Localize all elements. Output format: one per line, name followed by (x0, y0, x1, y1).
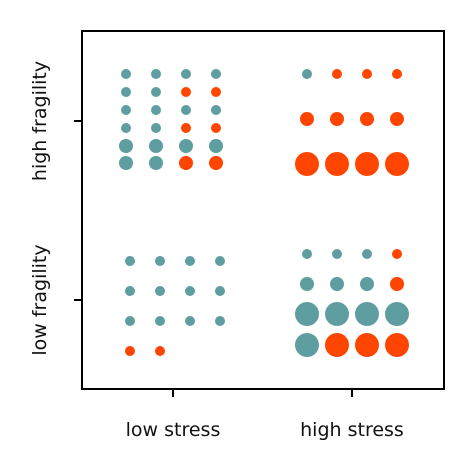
dot-marker (121, 69, 131, 79)
dot-marker (385, 333, 409, 357)
dot-marker (390, 112, 404, 126)
dot-marker (185, 316, 195, 326)
x-tick-label-low-stress: low stress (126, 419, 221, 441)
dot-marker (151, 105, 161, 115)
dot-marker (362, 69, 372, 79)
dot-marker (362, 249, 372, 259)
dot-marker (302, 69, 312, 79)
dot-marker (155, 346, 165, 356)
dot-marker (355, 152, 379, 176)
dot-marker (149, 139, 163, 153)
dot-marker (325, 333, 349, 357)
dot-marker (209, 139, 223, 153)
dot-layer (119, 69, 409, 357)
dot-marker (151, 69, 161, 79)
dot-marker (360, 112, 374, 126)
dot-marker (355, 333, 379, 357)
dot-marker (295, 302, 319, 326)
dot-marker (121, 87, 131, 97)
dot-marker (215, 256, 225, 266)
dot-marker (151, 87, 161, 97)
dot-marker (151, 123, 161, 133)
dot-marker (215, 316, 225, 326)
dot-marker (121, 105, 131, 115)
dot-marker (155, 316, 165, 326)
dot-marker (392, 69, 402, 79)
dot-marker (330, 112, 344, 126)
plot-frame (81, 30, 445, 390)
dot-marker (185, 286, 195, 296)
dot-marker (125, 286, 135, 296)
dot-marker (325, 152, 349, 176)
y-tick-label-low-fragility: low fragility (29, 244, 51, 355)
dot-marker (300, 112, 314, 126)
dot-marker (385, 302, 409, 326)
dot-marker (209, 156, 223, 170)
dot-marker (181, 69, 191, 79)
dot-marker (155, 256, 165, 266)
dot-marker (125, 346, 135, 356)
dot-marker (295, 152, 319, 176)
dot-marker (211, 69, 221, 79)
dot-marker (300, 277, 314, 291)
dot-marker (332, 69, 342, 79)
dot-marker (121, 123, 131, 133)
dot-marker (179, 156, 193, 170)
dot-marker (295, 333, 319, 357)
dot-marker (125, 316, 135, 326)
dot-marker (181, 123, 191, 133)
dot-marker (211, 123, 221, 133)
dot-marker (149, 156, 163, 170)
dot-marker (385, 152, 409, 176)
x-tick-label-high-stress: high stress (300, 419, 404, 441)
dot-marker (355, 302, 379, 326)
dot-marker (360, 277, 374, 291)
dot-marker (325, 302, 349, 326)
dot-marker (155, 286, 165, 296)
dot-marker (179, 139, 193, 153)
dot-marker (181, 105, 191, 115)
dot-marker (215, 286, 225, 296)
dot-marker (119, 156, 133, 170)
y-tick-label-high-fragility: high fragility (29, 61, 51, 181)
dot-marker (211, 87, 221, 97)
dot-marker (181, 87, 191, 97)
dot-marker (332, 249, 342, 259)
dot-marker (330, 277, 344, 291)
dot-marker (125, 256, 135, 266)
dot-marker (390, 277, 404, 291)
dot-marker (119, 139, 133, 153)
dot-marker (211, 105, 221, 115)
dot-marker (302, 249, 312, 259)
dot-marker (392, 249, 402, 259)
dot-marker (185, 256, 195, 266)
